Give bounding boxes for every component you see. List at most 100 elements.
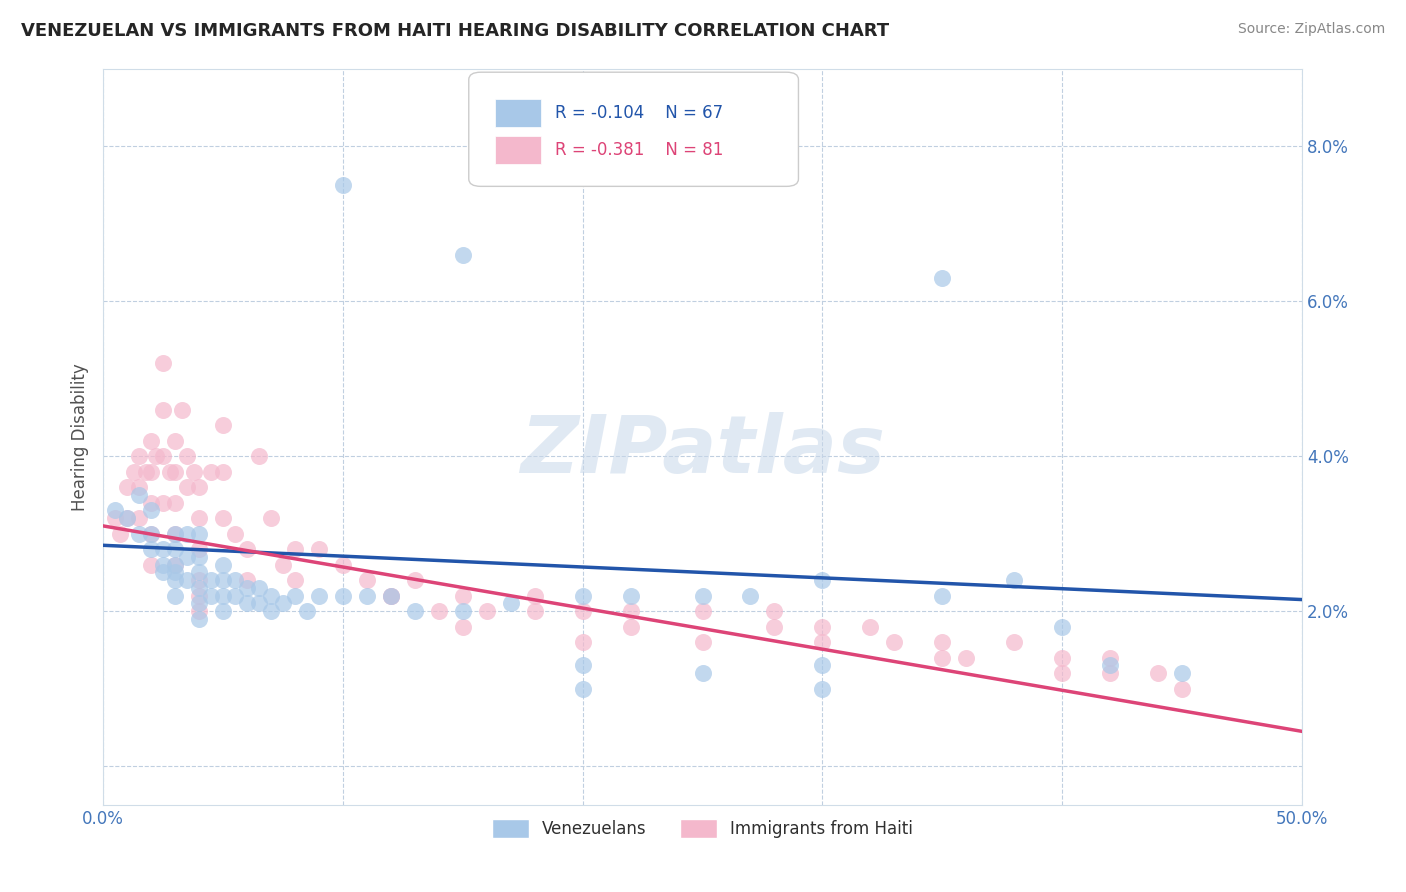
Point [811,681,834,696]
Point [128,488,150,502]
Text: ZIPatlas: ZIPatlas [520,412,884,491]
Point [176,573,198,587]
Point [152,496,174,510]
Point [404,573,426,587]
Point [165,566,187,580]
Point [308,542,330,557]
Point [139,496,162,510]
Point [128,526,150,541]
Point [224,526,246,541]
Point [212,573,235,587]
Point [571,604,593,618]
Point [1050,620,1073,634]
Point [236,597,259,611]
Point [931,589,953,603]
Point [1002,635,1025,649]
Point [380,589,402,603]
Point [139,434,162,448]
Point [811,620,834,634]
Point [104,503,127,517]
Point [356,573,378,587]
Point [139,465,162,479]
Point [332,178,354,192]
Point [139,526,162,541]
Point [236,573,259,587]
Point [165,589,187,603]
Point [152,566,174,580]
Point [763,620,786,634]
Point [1171,666,1194,681]
Point [172,402,194,417]
Point [620,589,643,603]
Point [1050,650,1073,665]
Text: R = -0.104    N = 67: R = -0.104 N = 67 [555,103,723,121]
Point [247,597,270,611]
Point [188,589,211,603]
Point [1171,681,1194,696]
Point [1002,573,1025,587]
Point [1147,666,1170,681]
Point [165,465,187,479]
Point [380,589,402,603]
Point [692,589,714,603]
Point [183,465,205,479]
Point [271,558,294,572]
Point [451,620,474,634]
Point [247,449,270,463]
Point [188,480,211,494]
Point [152,402,174,417]
Point [931,635,953,649]
Point [108,526,131,541]
Point [212,589,235,603]
Point [200,589,222,603]
Point [451,247,474,261]
Point [356,589,378,603]
Point [188,597,211,611]
Point [165,558,187,572]
Bar [495,99,541,127]
Point [188,542,211,557]
Point [165,434,187,448]
Point [859,620,882,634]
Point [128,449,150,463]
Point [1099,666,1122,681]
Point [332,589,354,603]
Point [152,449,174,463]
Point [475,604,498,618]
Point [165,526,187,541]
Point [124,465,146,479]
Point [188,526,211,541]
Point [308,589,330,603]
Point [883,635,905,649]
Point [295,604,318,618]
Point [571,589,593,603]
Point [271,597,294,611]
Point [260,589,283,603]
Point [139,503,162,517]
Point [692,604,714,618]
Point [165,526,187,541]
Point [176,549,198,564]
Point [284,542,307,557]
Point [188,573,211,587]
Point [200,465,222,479]
Point [212,511,235,525]
Point [404,604,426,618]
Point [224,573,246,587]
Point [284,589,307,603]
Point [139,526,162,541]
Point [104,511,127,525]
Point [571,658,593,673]
Point [128,480,150,494]
Point [955,650,977,665]
Point [380,589,402,603]
Text: Source: ZipAtlas.com: Source: ZipAtlas.com [1237,22,1385,37]
Point [165,496,187,510]
Point [115,511,138,525]
Point [115,480,138,494]
Point [247,581,270,595]
Point [427,604,450,618]
Point [212,604,235,618]
Point [176,449,198,463]
Point [139,558,162,572]
